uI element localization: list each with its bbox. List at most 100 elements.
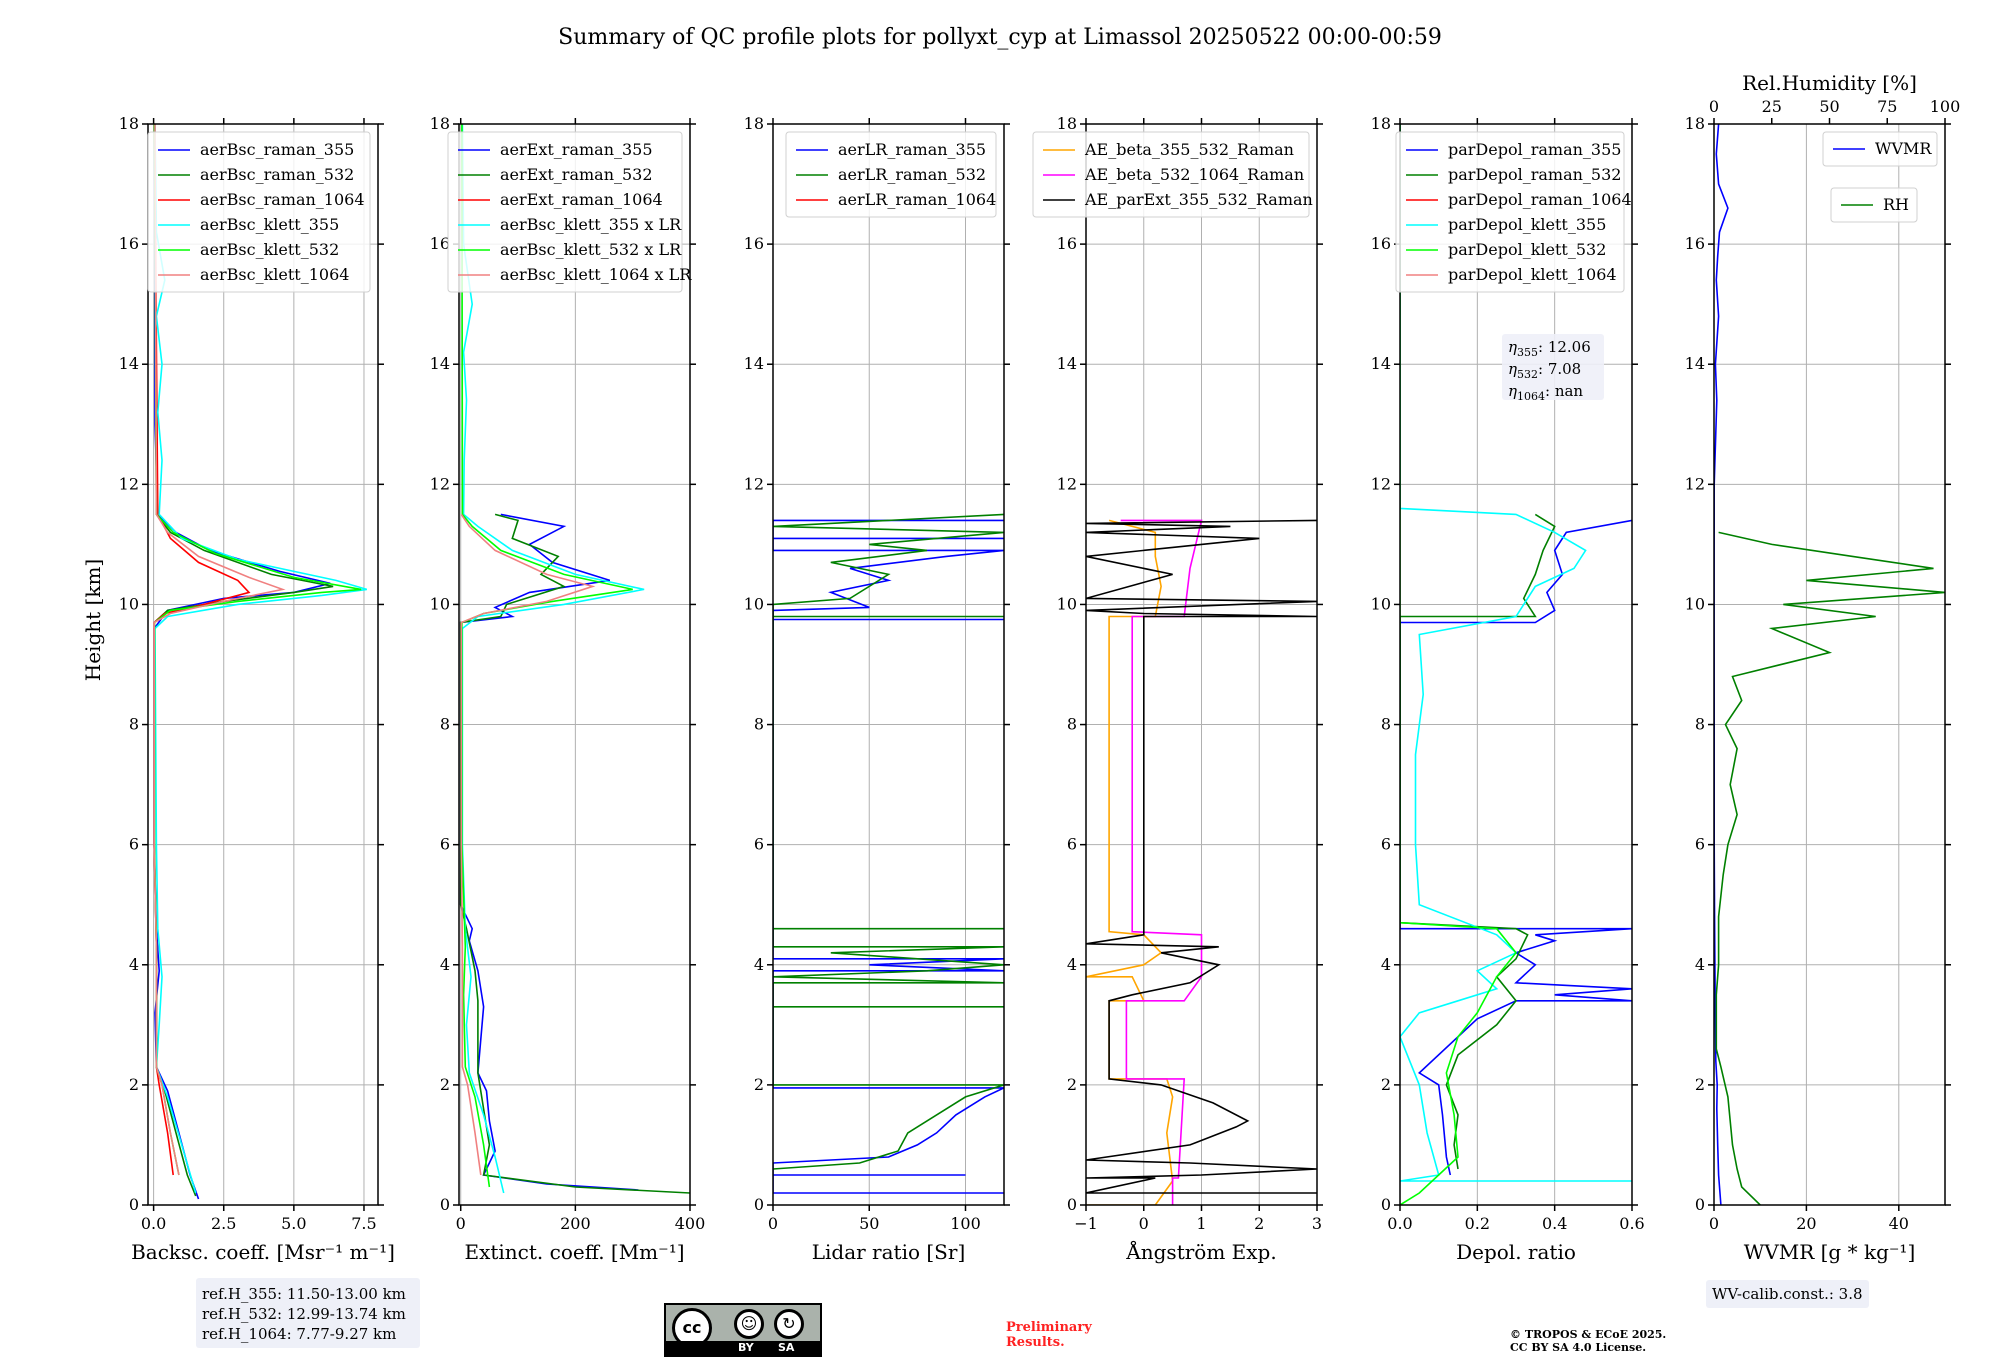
y-tick-label: 0 xyxy=(1381,1195,1391,1214)
legend-label: WVMR xyxy=(1875,139,1932,158)
y-tick-label: 18 xyxy=(1685,114,1705,133)
y-tick-label: 0 xyxy=(440,1195,450,1214)
y-tick-label: 10 xyxy=(1685,594,1705,613)
y-tick-label: 2 xyxy=(1067,1075,1077,1094)
x-tick-label: 400 xyxy=(675,1214,706,1233)
legend-box xyxy=(1822,131,1938,167)
x-tick-label: 0.2 xyxy=(1465,1214,1490,1233)
eta-line: η1064: nan xyxy=(1508,382,1583,403)
panel-depolarization: 0 2 4 6 8 10 12 14 16 18 0.0 0.2 0.4 0.6 Depol. ratio p… xyxy=(1371,114,1645,1264)
x-axis-label-angstrom: Ångström Exp. xyxy=(1125,1239,1276,1264)
legend-label: AE_beta_532_1064_Raman xyxy=(1084,165,1304,184)
cc-badge-bar xyxy=(666,1341,820,1355)
legend-label: aerExt_raman_355 xyxy=(500,140,653,159)
legend-label: parDepol_raman_1064 xyxy=(1448,190,1632,209)
x-tick-label: 100 xyxy=(950,1214,981,1233)
x-axis-label-depolarization: Depol. ratio xyxy=(1456,1240,1576,1264)
y-tick-label: 6 xyxy=(1695,835,1705,854)
x-axis-label-extinction: Extinct. coeff. [Mm⁻¹] xyxy=(464,1240,684,1264)
y-tick-label: 4 xyxy=(1695,955,1705,974)
legend-label: aerLR_raman_355 xyxy=(838,140,986,159)
series-group-angstrom xyxy=(1086,519,1317,1205)
series-aerlr-raman-532 xyxy=(773,513,1004,1170)
y-axis-label: Height [km] xyxy=(81,559,105,681)
top-x-tick-label: 0 xyxy=(1709,97,1719,116)
y-tick-label: 8 xyxy=(1067,715,1077,734)
x-tick-label: 200 xyxy=(560,1214,591,1233)
x-tick-label: 5.0 xyxy=(281,1214,306,1233)
top-x-tick-label: 100 xyxy=(1930,97,1961,116)
y-tick-label: 4 xyxy=(129,955,139,974)
x-tick-label: 2.5 xyxy=(211,1214,236,1233)
top-x-tick-label: 75 xyxy=(1877,97,1897,116)
y-tick-label: 6 xyxy=(440,835,450,854)
x-axis-label-lidar-ratio: Lidar ratio [Sr] xyxy=(812,1240,966,1264)
y-tick-label: 4 xyxy=(1067,955,1077,974)
y-tick-label: 16 xyxy=(119,234,139,253)
y-tick-label: 2 xyxy=(129,1075,139,1094)
top-x-tick-label: 50 xyxy=(1819,97,1839,116)
x-axis-label-backscatter: Backsc. coeff. [Msr⁻¹ m⁻¹] xyxy=(131,1240,395,1264)
y-tick-label: 2 xyxy=(440,1075,450,1094)
y-tick-label: 18 xyxy=(119,114,139,133)
legend-label: parDepol_klett_532 xyxy=(1448,240,1606,259)
legend-label: aerBsc_klett_532 x LR xyxy=(500,240,682,259)
x-tick-label: 0 xyxy=(456,1214,466,1233)
axes-frame xyxy=(1399,123,1633,1206)
legend-backscatter: aerBsc_raman_355 aerBsc_raman_532 aerBsc_r… xyxy=(147,131,371,293)
series-aerext-raman-532 xyxy=(459,513,690,1194)
legend-label: aerLR_raman_532 xyxy=(838,165,986,184)
y-tick-label: 18 xyxy=(1371,114,1391,133)
copyright-note: © TROPOS & ECoE 2025. CC BY SA 4.0 Licen… xyxy=(1510,1328,1666,1354)
y-tick-label: 4 xyxy=(1381,955,1391,974)
series-aerbsc-klett-1064 xyxy=(153,124,286,1176)
legend-label: aerLR_raman_1064 xyxy=(838,190,996,209)
series-aerbsc-raman-532 xyxy=(153,124,334,1197)
y-tick-label: 6 xyxy=(129,835,139,854)
cc-badge-by: BY xyxy=(738,1341,754,1354)
top-x-tick-label: 25 xyxy=(1762,97,1782,116)
legend-depolarization: parDepol_raman_355 parDepol_raman_532 parD… xyxy=(1395,131,1632,293)
legend-wvmr: WVMR xyxy=(1822,131,1938,167)
x-tick-label: 0.0 xyxy=(1387,1214,1412,1233)
legend-label: RH xyxy=(1883,195,1909,214)
legend-label: aerBsc_klett_532 xyxy=(200,240,339,259)
x-tick-label: 20 xyxy=(1796,1214,1816,1233)
y-tick-label: 6 xyxy=(1381,835,1391,854)
share-alike-icon: ↻ xyxy=(774,1309,804,1339)
series-group-lidar-ratio xyxy=(773,513,1004,1194)
series-aerlr-raman-355 xyxy=(773,519,1004,1194)
ref-height-532: ref.H_532: 12.99-13.74 km xyxy=(202,1305,406,1323)
legend-box xyxy=(785,131,997,218)
series-group-extinction xyxy=(459,124,690,1194)
grid-angstrom xyxy=(1085,123,1318,1206)
legend-label: aerBsc_raman_532 xyxy=(200,165,354,184)
y-tick-label: 10 xyxy=(1371,594,1391,613)
series-ae-parext-355-532-raman xyxy=(1086,519,1317,1194)
legend-label: AE_parExt_355_532_Raman xyxy=(1084,190,1313,209)
axes-frame xyxy=(1713,123,1946,1206)
series-group-depolarization xyxy=(1400,124,1632,1205)
y-tick-label: 8 xyxy=(1381,715,1391,734)
attribution-icon: ☺ xyxy=(734,1309,764,1339)
y-tick-label: 18 xyxy=(744,114,764,133)
reference-heights-box: ref.H_355: 11.50-13.00 km ref.H_532: 12.… xyxy=(196,1278,420,1348)
y-tick-label: 12 xyxy=(1685,474,1705,493)
y-tick-label: 8 xyxy=(129,715,139,734)
legend-label: AE_beta_355_532_Raman xyxy=(1084,140,1294,159)
x-tick-label: 7.5 xyxy=(351,1214,376,1233)
wv-calibration-box: WV-calib.const.: 3.8 xyxy=(1706,1280,1869,1308)
x-axis-label-water-vapor: WVMR [g * kg⁻¹] xyxy=(1744,1240,1916,1264)
legend-label: aerExt_raman_532 xyxy=(500,165,653,184)
series-aerbsc-klett-355-x-lr xyxy=(461,124,645,1194)
y-tick-label: 16 xyxy=(744,234,764,253)
y-tick-label: 14 xyxy=(119,354,139,373)
legend-box xyxy=(1830,187,1918,223)
x-tick-label: 0 xyxy=(768,1214,778,1233)
x-tick-label: 0 xyxy=(1709,1214,1719,1233)
legend-label: aerBsc_klett_355 x LR xyxy=(500,215,682,234)
legend-box xyxy=(147,131,371,293)
y-tick-label: 6 xyxy=(1067,835,1077,854)
